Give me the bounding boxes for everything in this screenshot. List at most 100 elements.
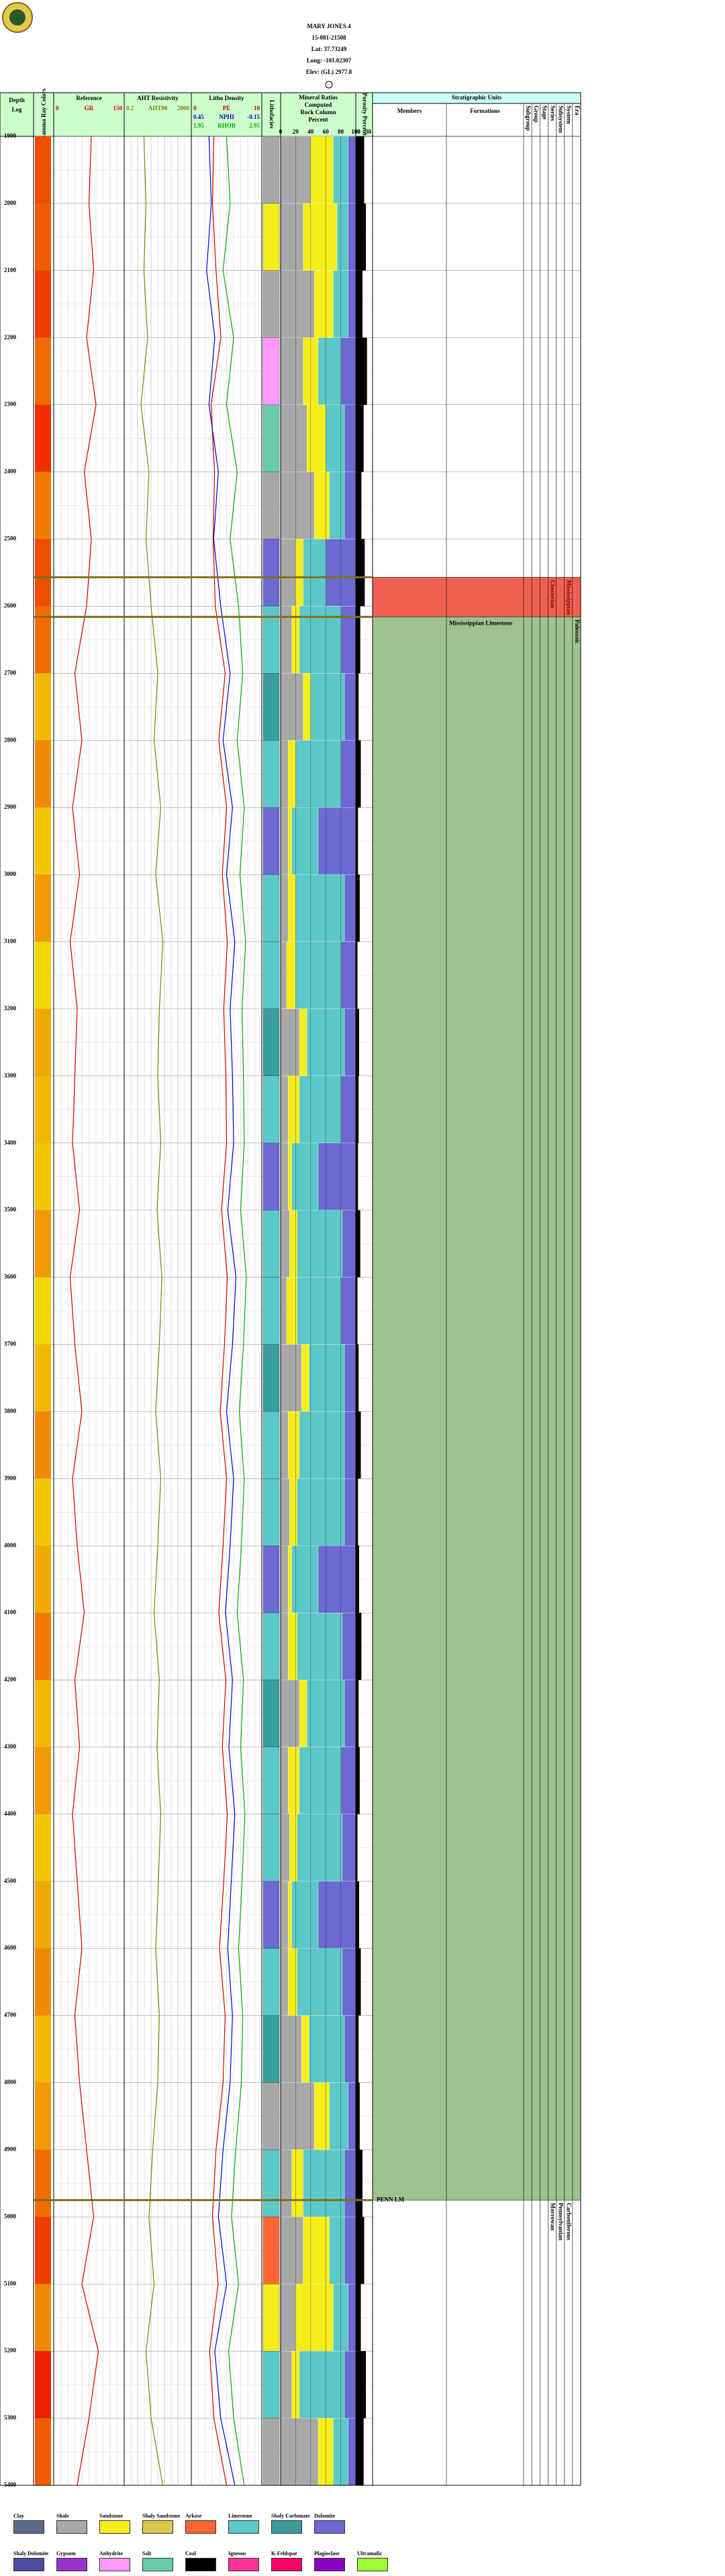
- mineral-segment: [344, 1008, 356, 1076]
- mineral-segment: [288, 874, 296, 942]
- legend-item: Ultramafic: [357, 2534, 399, 2571]
- mineral-segment: [299, 1075, 341, 1143]
- mineral-segment: [329, 472, 345, 539]
- legend-item: Igneous: [228, 2534, 270, 2571]
- legend-swatch: [13, 2520, 44, 2534]
- mineral-segment: [348, 2417, 356, 2486]
- strat-column: Subsystem: [558, 105, 565, 134]
- depth-label: 4100: [4, 1609, 17, 1615]
- depth-label: 2700: [4, 669, 17, 676]
- legend-item: Shaly Dolomite: [13, 2534, 55, 2571]
- porosity-bar: [356, 1814, 358, 1881]
- strat-column: Series: [549, 105, 556, 121]
- mineral-segment: [280, 2284, 296, 2352]
- porosity-bar: [356, 740, 361, 808]
- porosity-bar: [356, 2351, 366, 2419]
- depth-label: 2000: [4, 199, 17, 206]
- porosity-bar: [356, 539, 365, 607]
- column-frame: [33, 92, 54, 2486]
- mineral-segment: [344, 874, 356, 942]
- mineral-segment: [340, 740, 356, 808]
- strat-label: Pennsylvanian: [558, 2203, 565, 2240]
- gamma-color: [35, 1411, 51, 1479]
- strat-label: Mississippian Limestone: [449, 619, 512, 626]
- legend-label: Clay: [13, 2513, 24, 2519]
- mineral-segment: [303, 2217, 330, 2284]
- depth-label: 3900: [4, 1474, 17, 1481]
- mineral-segment: [310, 673, 345, 741]
- mineral-tick: 20: [293, 128, 299, 135]
- mineral-segment: [344, 2149, 356, 2217]
- depth-label: 4700: [4, 2012, 17, 2018]
- mineral-segment: [280, 404, 307, 472]
- mineral-segment: [288, 1075, 300, 1143]
- mineral-segment: [348, 136, 356, 204]
- lithofacies: [262, 740, 280, 808]
- lithofacies: [262, 1143, 280, 1210]
- gamma-color: [35, 807, 51, 875]
- depth-label: 3800: [4, 1407, 17, 1414]
- legend-swatch: [228, 2520, 259, 2534]
- depth-label: 2200: [4, 334, 17, 341]
- gamma-color: [35, 2351, 51, 2419]
- lithofacies: [262, 2417, 280, 2486]
- depth-label: 5100: [4, 2280, 17, 2286]
- depth-label: 4300: [4, 1743, 17, 1750]
- track-title: Litho Density: [209, 95, 244, 101]
- strat-column: Members: [397, 107, 422, 114]
- mineral-tick: 40: [307, 128, 314, 135]
- mineral-segment: [280, 1277, 287, 1345]
- legend-swatch: [142, 2520, 173, 2534]
- depth-label: 4400: [4, 1810, 17, 1817]
- gamma-color: [35, 875, 51, 942]
- mineral-segment: [288, 1411, 300, 1479]
- scale-max: 2000: [177, 105, 190, 112]
- mineral-segment: [314, 270, 334, 338]
- scale-min: 0.2: [126, 105, 134, 112]
- scale-min: 1.95: [193, 122, 204, 129]
- mineral-segment: [280, 1881, 289, 1949]
- scale-min: 0: [193, 105, 197, 112]
- porosity-bar: [356, 2015, 359, 2083]
- legend-item: K-Feldspar: [271, 2534, 313, 2571]
- gamma-color: [35, 1143, 51, 1210]
- legend-item: Shaly Sandstone: [142, 2496, 184, 2534]
- strat-column: Group: [533, 105, 540, 122]
- mineral-segment: [280, 1546, 289, 1613]
- gamma-color: [35, 2217, 51, 2284]
- mineral-segment: [280, 1008, 300, 1076]
- mineral-segment: [344, 1344, 356, 1412]
- mineral-segment: [318, 1881, 356, 1949]
- scale-max: 150: [113, 105, 123, 112]
- mineral-segment: [340, 1746, 356, 1815]
- mineral-segment: [344, 1411, 356, 1479]
- depth-label: 3500: [4, 1206, 17, 1213]
- mineral-segment: [344, 2217, 356, 2284]
- lithofacies: [262, 270, 280, 338]
- scale-max: 10: [254, 105, 260, 112]
- depth-header: Depth: [9, 97, 25, 103]
- mineral-segment: [286, 941, 296, 1010]
- curve-name: NPHI: [219, 114, 234, 120]
- strat-column: Stage: [541, 105, 548, 120]
- strat-column: System: [566, 105, 573, 124]
- lithofacies: [262, 1546, 280, 1613]
- mineral-segment: [280, 1814, 290, 1881]
- strat-title: Stratigraphic Units: [452, 94, 502, 101]
- mineral-segment: [288, 1546, 292, 1613]
- lithofacies: [262, 1881, 280, 1949]
- mineral-segment: [301, 2015, 309, 2083]
- strat-label: Morrowan: [549, 2203, 556, 2230]
- depth-label: 2500: [4, 535, 17, 542]
- legend-label: Ultramafic: [357, 2550, 383, 2557]
- mineral-segment: [280, 740, 289, 808]
- legend-swatch: [314, 2520, 345, 2534]
- mineral-segment: [280, 941, 287, 1010]
- mineral-segment: [297, 1210, 342, 1278]
- depth-label: 4200: [4, 1676, 17, 1683]
- curve-name: PE: [223, 105, 231, 112]
- gamma-color: [35, 941, 51, 1009]
- log-curve: [222, 136, 247, 2486]
- strat-unit: [372, 2200, 581, 2486]
- porosity-bar: [356, 472, 362, 539]
